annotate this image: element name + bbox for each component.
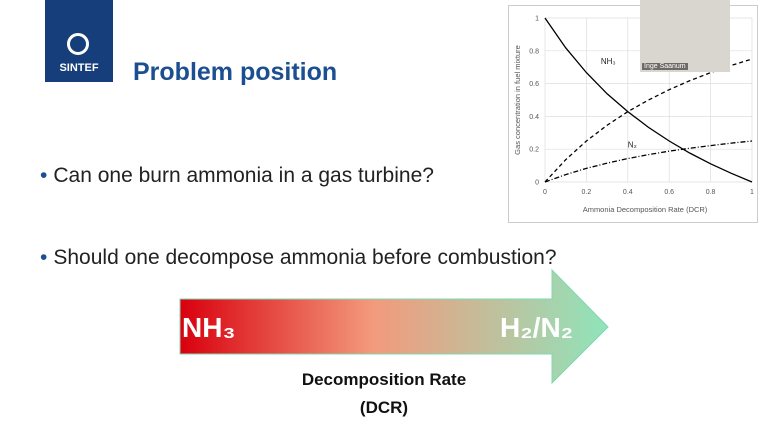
x-tick-label: 0.4 [623,189,633,196]
logo: SINTEF [45,0,113,82]
slide-title: Problem position [133,58,338,86]
series-label: NH₃ [601,57,616,66]
chart-frame [508,5,758,223]
x-axis-label: Ammonia Decomposition Rate (DCR) [583,205,708,214]
x-tick-label: 0.6 [664,189,674,196]
x-tick-label: 0 [543,189,547,196]
arrow-caption: (DCR) [359,398,409,417]
arrow-shape [179,268,609,385]
participant-name: Inge Saanum [642,63,688,70]
logo-mark [67,33,89,55]
series-line [544,17,753,183]
series-line [544,58,753,183]
arrow-end-label: H₂/N₂ [500,312,573,343]
y-tick-label: 0.8 [529,48,539,55]
bullet: Can one burn ammonia in a gas turbine? [40,164,434,188]
y-tick-label: 0.6 [529,81,539,88]
y-tick-label: 1 [535,16,539,23]
arrow-start-label: NH₃ [182,312,235,343]
y-tick-label: 0.4 [529,114,539,121]
logo-text: SINTEF [59,62,99,74]
y-axis-label: Gas concentration in fuel mixture [513,45,522,155]
series-label: N₂ [628,141,637,150]
x-tick-label: 0.8 [706,189,716,196]
y-tick-label: 0.2 [529,147,539,154]
x-tick-label: 0.2 [582,189,592,196]
x-tick-label: 1 [750,189,754,196]
bullet: Should one decompose ammonia before comb… [40,246,556,270]
arrow-caption: Decomposition Rate [301,370,467,389]
video-overlay: Inge Saanum [640,0,730,72]
y-tick-label: 0 [535,180,539,187]
series-line [544,140,753,183]
